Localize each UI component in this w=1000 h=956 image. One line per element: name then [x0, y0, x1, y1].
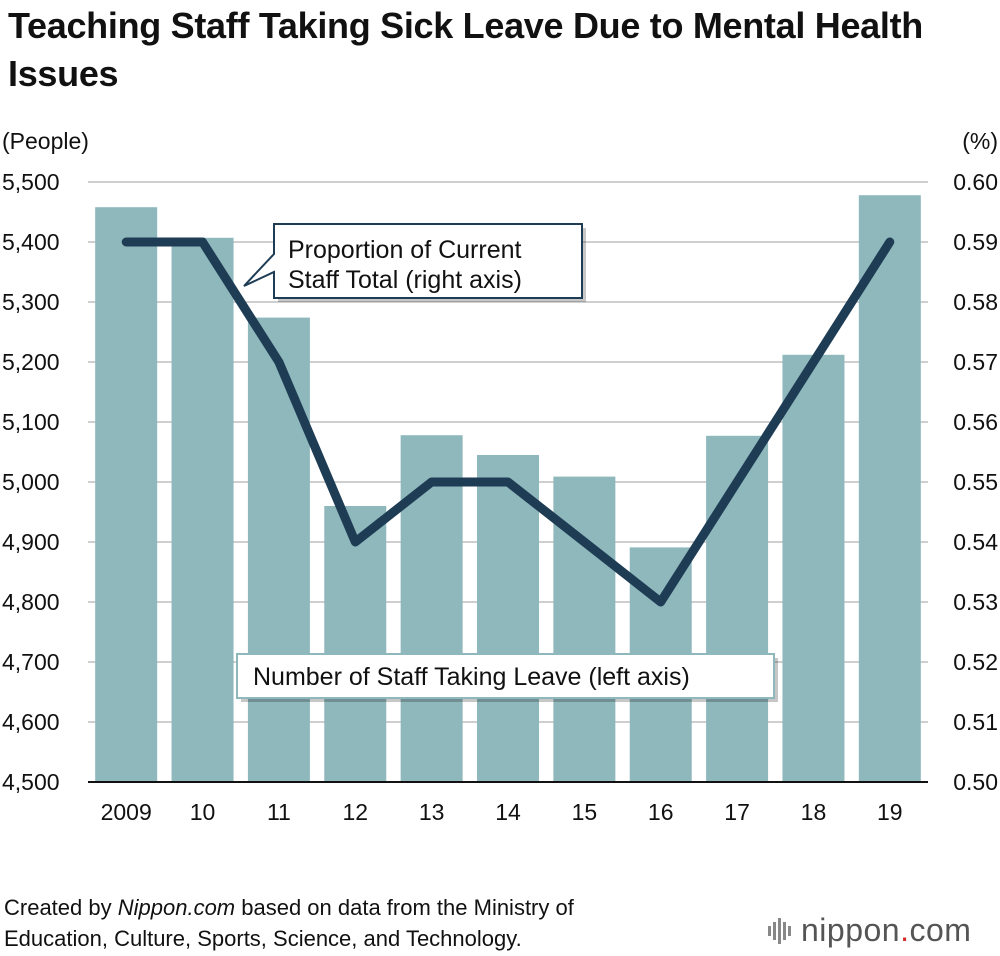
x-tick-label: 2009 [101, 799, 152, 825]
bar [171, 237, 234, 783]
x-tick-label: 17 [724, 799, 750, 825]
chart-title: Teaching Staff Taking Sick Leave Due to … [8, 5, 923, 94]
right-tick-label: 0.55 [953, 469, 998, 495]
bars [95, 195, 921, 783]
left-tick-label: 5,100 [2, 409, 60, 435]
left-tick-label: 5,000 [2, 469, 60, 495]
x-tick-label: 15 [572, 799, 598, 825]
x-tick-label: 10 [190, 799, 216, 825]
left-tick-label: 4,800 [2, 589, 60, 615]
left-tick-label: 4,600 [2, 709, 60, 735]
logo-bars-icon [768, 917, 793, 944]
axes: 4,500 4,600 4,700 4,800 4,900 5,000 5,100 5,200… [2, 128, 998, 825]
bar-label-text: Number of Staff Taking Leave (left axis) [253, 663, 690, 691]
source-line-2: Education, Culture, Sports, Science, and… [4, 926, 522, 951]
right-tick-label: 0.60 [953, 169, 998, 195]
line-label-line-2: Staff Total (right axis) [288, 266, 522, 294]
logo-name: nippon [801, 912, 901, 948]
bar [95, 207, 158, 782]
x-tick-label: 11 [267, 799, 291, 825]
bar [477, 455, 539, 782]
source-note: Created by Nippon.com based on data from… [4, 892, 574, 954]
bar [706, 435, 769, 782]
left-axis-label: (People) [2, 128, 89, 154]
x-tick-label: 19 [877, 799, 903, 825]
left-tick-label: 5,200 [2, 349, 60, 375]
right-tick-label: 0.51 [953, 709, 998, 735]
right-axis-label: (%) [962, 128, 998, 154]
bar [782, 354, 845, 782]
x-tick-label: 16 [648, 799, 674, 825]
left-tick-label: 4,500 [2, 769, 60, 795]
chart: 4,500 4,600 4,700 4,800 4,900 5,000 5,100 5,200… [2, 128, 998, 825]
line-series [121, 237, 895, 607]
nippon-logo: nippon. com [768, 912, 971, 949]
left-tick-label: 4,700 [2, 649, 60, 675]
bar [858, 195, 921, 782]
right-tick-label: 0.58 [953, 289, 998, 315]
x-tick-label: 12 [342, 799, 368, 825]
right-tick-label: 0.57 [953, 349, 998, 375]
left-tick-label: 5,500 [2, 169, 60, 195]
right-tick-label: 0.59 [953, 229, 998, 255]
x-tick-label: 13 [419, 799, 445, 825]
right-tick-label: 0.54 [953, 529, 998, 555]
x-tick-label: 18 [801, 799, 827, 825]
source-prefix: Created by [4, 895, 118, 920]
right-tick-label: 0.53 [953, 589, 998, 615]
line-label-line-1: Proportion of Current [288, 236, 522, 264]
right-tick-label: 0.52 [953, 649, 998, 675]
bar [324, 506, 387, 782]
logo-tld: com [909, 912, 972, 948]
x-tick-label: 14 [495, 799, 521, 825]
line-label-box [243, 223, 583, 299]
left-tick-label: 5,300 [2, 289, 60, 315]
right-tick-label: 0.50 [953, 769, 998, 795]
left-tick-label: 4,900 [2, 529, 60, 555]
source-suffix: based on data from the Ministry of [235, 895, 574, 920]
source-site: Nippon.com [117, 895, 236, 920]
left-tick-label: 5,400 [2, 229, 60, 255]
bar [247, 317, 310, 782]
bar-label-box [236, 653, 775, 699]
logo-dot: . [900, 912, 910, 948]
right-tick-label: 0.56 [953, 409, 998, 435]
